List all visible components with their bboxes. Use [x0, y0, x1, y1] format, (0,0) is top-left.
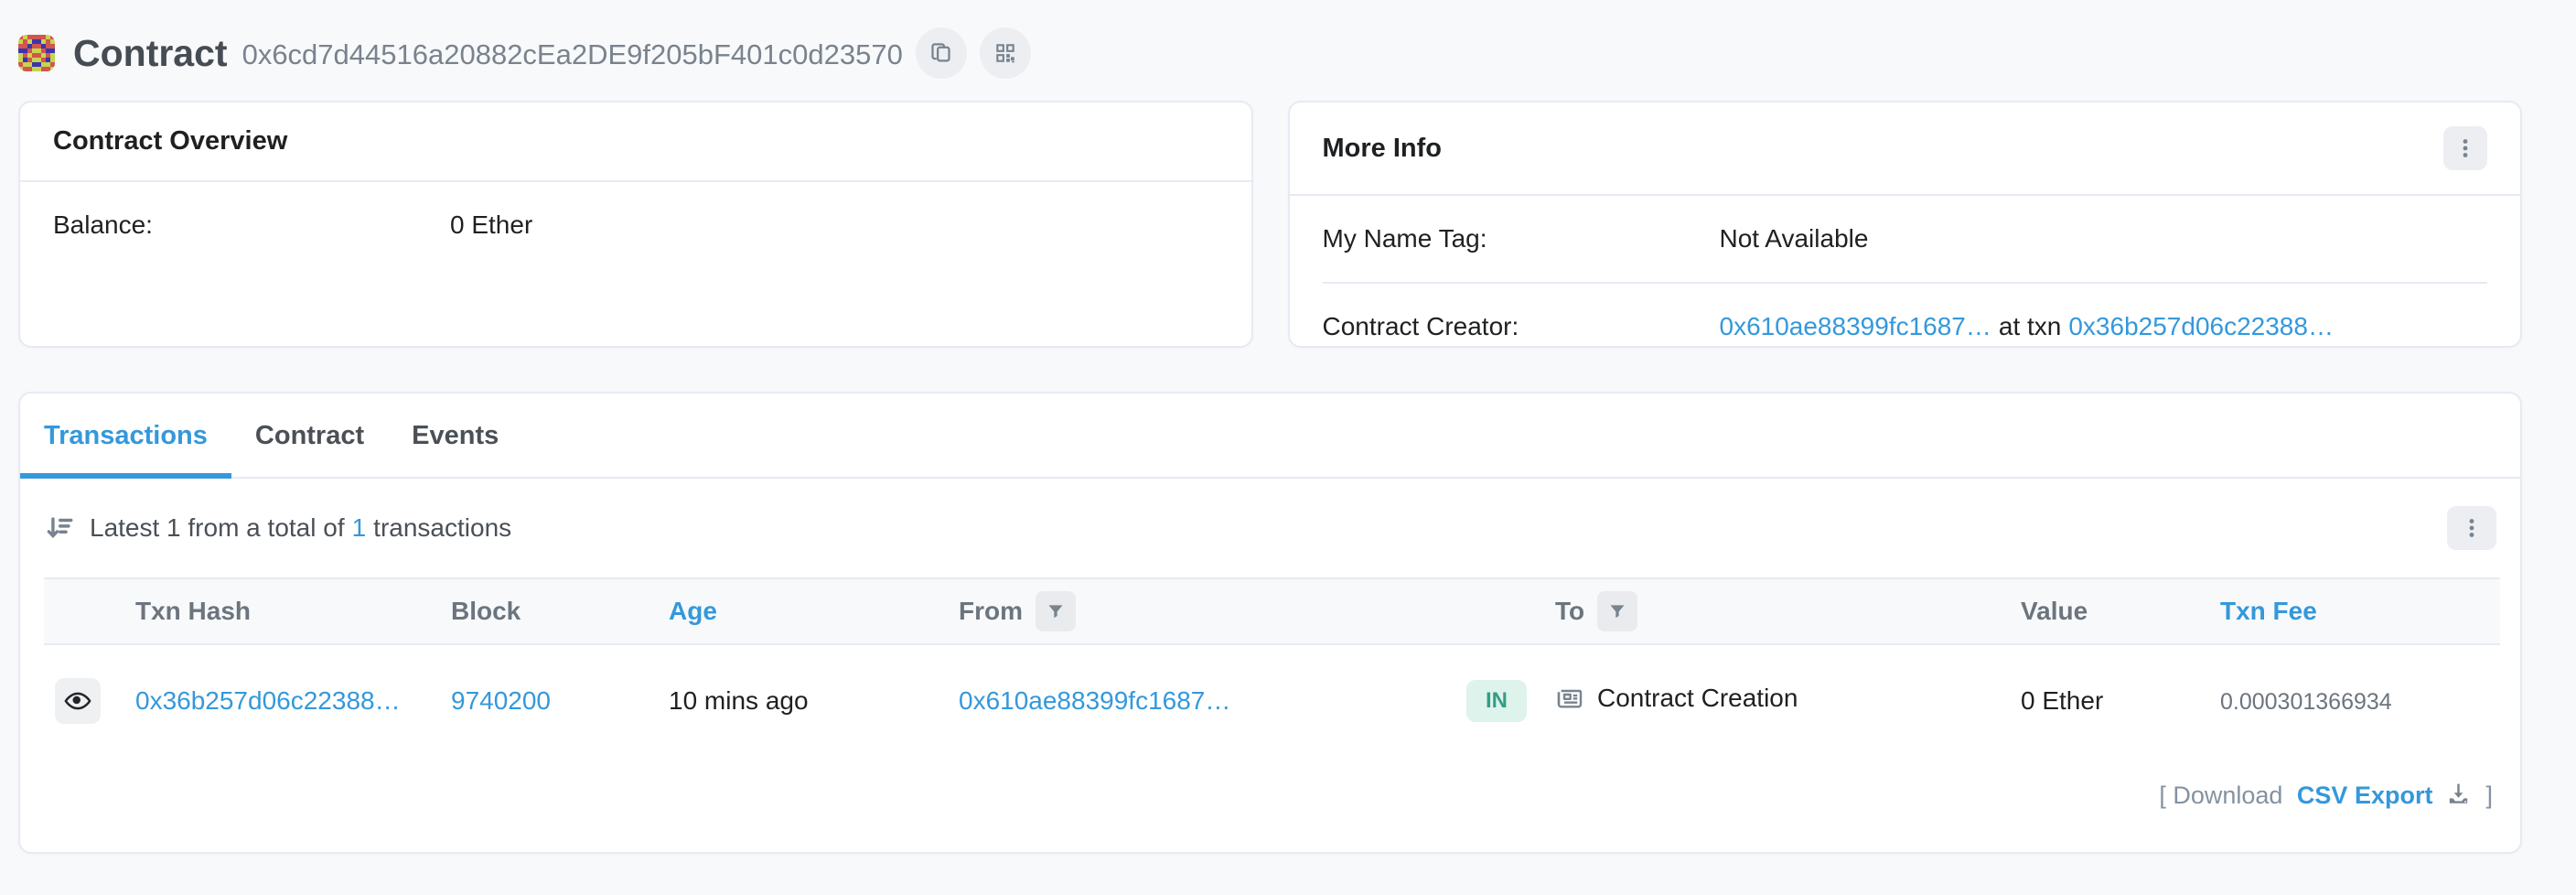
csv-export-link[interactable]: CSV Export — [2296, 782, 2433, 809]
qr-code-button[interactable] — [979, 27, 1031, 79]
column-from: From — [959, 577, 1466, 645]
transactions-table: Txn Hash Block Age From — [44, 577, 2500, 757]
creator-address-link[interactable]: 0x610ae88399fc1687… — [1719, 312, 1991, 340]
more-info-menu-button[interactable] — [2443, 126, 2487, 170]
column-txn-hash: Txn Hash — [135, 577, 451, 645]
download-suffix-text: ] — [2485, 782, 2493, 809]
age-sort-link[interactable]: Age — [669, 597, 717, 625]
more-info-card: More Info My Name Tag: Not Available Con… — [1287, 101, 2522, 348]
contract-creator-row: Contract Creator: 0x610ae88399fc1687… at … — [1323, 284, 2488, 370]
transactions-card: Transactions Contract Events Latest 1 fr… — [18, 392, 2522, 854]
transaction-row: 0x36b257d06c22388… 9740200 10 mins ago 0… — [44, 644, 2500, 757]
tab-bar: Transactions Contract Events — [20, 394, 2520, 479]
sort-descending-icon — [44, 512, 75, 544]
transactions-menu-button[interactable] — [2447, 506, 2496, 550]
csv-export-row: [ Download CSV Export ] — [20, 757, 2520, 852]
balance-label: Balance: — [53, 210, 153, 239]
from-column-label: From — [959, 597, 1023, 625]
copy-address-button[interactable] — [915, 27, 967, 79]
column-txn-fee: Txn Fee — [2220, 577, 2500, 645]
age-value: 10 mins ago — [669, 686, 809, 715]
direction-in-badge: IN — [1466, 680, 1527, 722]
download-icon — [2445, 783, 2479, 813]
contract-creator-value: 0x610ae88399fc1687… at txn 0x36b257d06c223… — [1720, 312, 2334, 341]
value-amount: 0 Ether — [2021, 686, 2104, 715]
contract-overview-title: Contract Overview — [53, 126, 288, 156]
page-header: Contract 0x6cd7d44516a20882cEa2DE9f205bF… — [18, 0, 2522, 101]
filter-funnel-icon — [1046, 602, 1065, 620]
eye-icon — [64, 687, 91, 715]
blockies-avatar-icon — [18, 35, 55, 71]
column-direction — [1466, 577, 1555, 645]
balance-row: Balance: 0 Ether — [53, 182, 1218, 268]
more-info-title: More Info — [1322, 133, 1443, 163]
column-value: Value — [2021, 577, 2220, 645]
download-prefix-text: [ Download — [2159, 782, 2283, 809]
vertical-dots-icon — [2454, 137, 2476, 159]
creator-txn-link[interactable]: 0x36b257d06c22388… — [2068, 312, 2334, 340]
to-value: Contract Creation — [1597, 683, 1798, 712]
qr-code-icon — [993, 41, 1017, 65]
block-link[interactable]: 9740200 — [451, 686, 552, 715]
table-header-row: Txn Hash Block Age From — [44, 577, 2500, 645]
txn-fee-value: 0.000301366934 — [2220, 689, 2392, 715]
summary-text-after: transactions — [373, 513, 512, 542]
view-transaction-button[interactable] — [55, 678, 101, 724]
to-column-label: To — [1555, 597, 1585, 625]
txn-hash-link[interactable]: 0x36b257d06c22388… — [135, 686, 401, 715]
creator-at-txn-text: at txn — [1998, 312, 2062, 340]
tab-contract[interactable]: Contract — [254, 421, 365, 450]
from-address-link[interactable]: 0x610ae88399fc1687… — [959, 686, 1231, 715]
tab-events[interactable]: Events — [412, 421, 499, 450]
newspaper-icon — [1555, 684, 1584, 713]
summary-count-link[interactable]: 1 — [351, 513, 367, 542]
name-tag-label: My Name Tag: — [1322, 224, 1487, 253]
transactions-summary-row: Latest 1 from a total of 1 transactions — [20, 479, 2520, 574]
vertical-dots-icon — [2461, 517, 2483, 539]
contract-creator-label: Contract Creator: — [1322, 312, 1519, 340]
column-age: Age — [669, 577, 959, 645]
column-block: Block — [451, 577, 669, 645]
tab-transactions[interactable]: Transactions — [20, 394, 231, 479]
copy-icon — [928, 41, 953, 66]
name-tag-value: Not Available — [1719, 224, 1869, 253]
contract-address: 0x6cd7d44516a20882cEa2DE9f205bF401c0d235… — [242, 38, 903, 70]
column-to: To — [1555, 577, 2021, 645]
page-title: Contract — [73, 31, 228, 74]
summary-text-before: Latest 1 from a total of — [90, 513, 345, 542]
txn-fee-sort-link[interactable]: Txn Fee — [2220, 597, 2317, 625]
name-tag-row: My Name Tag: Not Available — [1322, 196, 2487, 284]
column-view — [44, 577, 135, 645]
contract-overview-card: Contract Overview Balance: 0 Ether — [18, 101, 1253, 348]
filter-funnel-icon — [1608, 602, 1626, 620]
from-filter-button[interactable] — [1036, 591, 1076, 631]
to-filter-button[interactable] — [1597, 591, 1638, 631]
balance-value: 0 Ether — [450, 210, 533, 239]
